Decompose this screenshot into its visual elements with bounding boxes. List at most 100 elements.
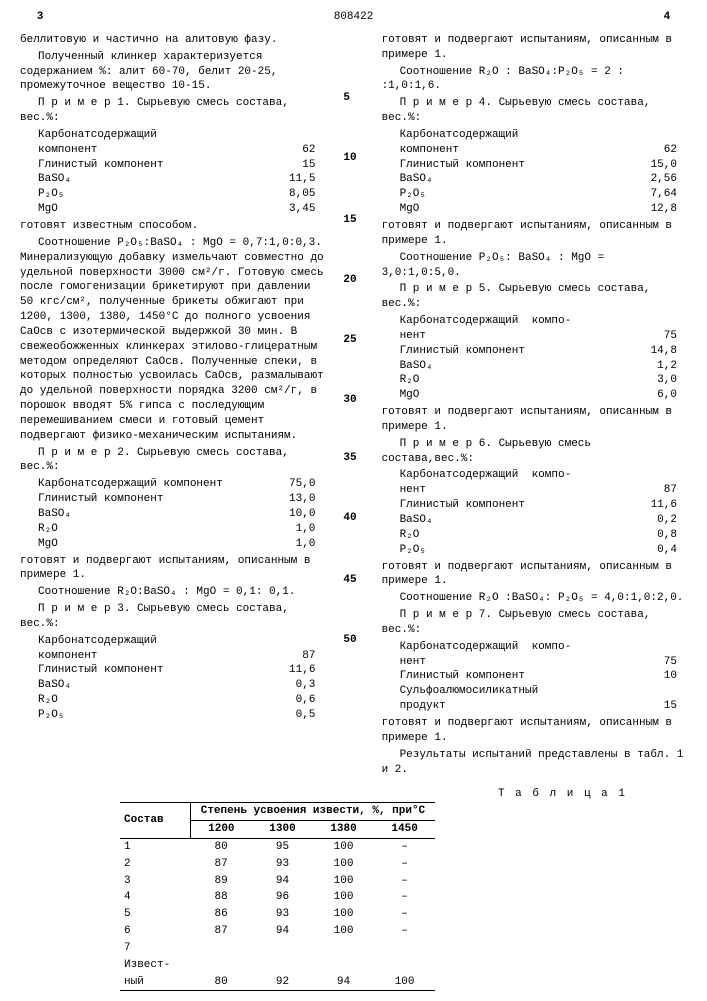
table-cell: 96 [252,889,313,906]
table-cell: – [374,873,435,890]
line-number: 50 [343,633,356,648]
line-number: 35 [343,451,356,466]
table-cell: – [374,838,435,855]
comp-label: R₂O [38,693,58,708]
comp-row: Карбонатсодержащий [400,128,687,143]
comp-label: Глинистый компонент [400,344,525,359]
comp-label: компонент [38,143,97,158]
comp-label: Глинистый компонент [400,669,525,684]
comp-value: 11,5 [275,172,315,187]
example-title: П р и м е р 7. Сырьевую смесь состава, в… [382,608,687,638]
table-cell [252,940,313,957]
paragraph: готовят и подвергают испытаниям, описанн… [382,405,687,435]
comp-row: BaSO₄ 11,5 [38,172,325,187]
table-cell: 5 [120,906,190,923]
comp-label: R₂O [400,373,420,388]
comp-value [637,128,677,143]
comp-row: MgO3,45 [38,202,325,217]
paragraph: готовят и подвергают испытаниям, описанн… [382,219,687,249]
comp-label: MgO [38,202,58,217]
comp-value: 0,6 [275,693,315,708]
line-number-gutter: 5 10 15 20 25 30 35 40 45 50 [343,33,363,780]
comp-value [275,128,315,143]
comp-value: 1,0 [275,522,315,537]
comp-value: 15 [275,158,315,173]
comp-row: Карбонатсодержащий компонент75,0 [38,477,325,492]
table-cell: 100 [313,906,374,923]
comp-label: BaSO₄ [38,172,71,187]
comp-label: Глинистый компонент [38,158,163,173]
comp-value: 2,56 [637,172,677,187]
comp-label: нент [400,483,426,498]
table-1: Состав Степень усвоения извести, %, при°… [120,802,435,991]
table-cell: Извест- [120,957,190,974]
comp-value: 75 [637,329,677,344]
comp-value: 3,0 [637,373,677,388]
comp-value [637,684,677,699]
comp-value: 62 [637,143,677,158]
comp-row: BaSO₄0,3 [38,678,325,693]
line-number: 45 [343,573,356,588]
table-cell: 94 [252,873,313,890]
comp-row: MgO 12,8 [400,202,687,217]
comp-row: Карбонатсодержащий компо- [400,314,687,329]
comp-row: Карбонатсодержащий компо- [400,640,687,655]
table-header-cell: 1200 [190,821,252,839]
composition-list: Карбонатсодержащий компонент75,0 Глинист… [38,477,325,551]
comp-value: 0,5 [275,708,315,723]
table-cell: 86 [190,906,252,923]
comp-value: 12,8 [637,202,677,217]
table-header-cell: 1380 [313,821,374,839]
doc-number: 808422 [334,10,374,25]
right-column: готовят и подвергают испытаниям, описанн… [382,33,687,780]
comp-value: 8,05 [275,187,315,202]
comp-label: BaSO₄ [400,513,433,528]
table-cell: 93 [252,856,313,873]
table-cell: 88 [190,889,252,906]
comp-row: Глинистый компонент11,6 [38,663,325,678]
comp-value: 87 [275,649,315,664]
page-header: 3 808422 4 [20,10,687,25]
table-header-row: Состав Степень усвоения извести, %, при°… [120,803,435,821]
comp-value [637,314,677,329]
comp-label: P₂O₅ [38,708,64,723]
example-title: П р и м е р 3. Сырьевую смесь состава, в… [20,602,325,632]
paragraph: Соотношение R₂O : BaSO₄:P₂O₅ = 2 : :1,0:… [382,65,687,95]
table-row: 68794100– [120,923,435,940]
table-cell: 6 [120,923,190,940]
table-cell: 100 [374,974,435,991]
paragraph: Результаты испытаний представлены в табл… [382,748,687,778]
comp-label: Карбонатсодержащий компо- [400,468,572,483]
table-cell: 80 [190,838,252,855]
comp-row: R₂O 3,0 [400,373,687,388]
comp-label: P₂O₅ [400,187,426,202]
comp-row: продукт15 [400,699,687,714]
table-cell: 89 [190,873,252,890]
table-row: 28793100– [120,856,435,873]
comp-row: MgO6,0 [400,388,687,403]
comp-row: P₂O₅7,64 [400,187,687,202]
table-1-container: Т а б л и ц а 1 Состав Степень усвоения … [120,787,687,991]
table-row: 58693100– [120,906,435,923]
table-cell: – [374,889,435,906]
comp-label: MgO [400,202,420,217]
comp-label: Карбонатсодержащий компонент [38,477,223,492]
paragraph: Полученный клинкер характеризуется содер… [20,50,325,95]
comp-value: 1,0 [275,537,315,552]
comp-value: 10 [637,669,677,684]
comp-value: 11,6 [275,663,315,678]
table-row: Извест- [120,957,435,974]
comp-value: 10,0 [275,507,315,522]
comp-row: Сульфоалюмосиликатный [400,684,687,699]
comp-label: Карбонатсодержащий [38,128,157,143]
table-cell: 94 [252,923,313,940]
comp-label: Глинистый компонент [400,498,525,513]
table-cell: 93 [252,906,313,923]
table-cell [252,957,313,974]
comp-row: Карбонатсодержащий компо- [400,468,687,483]
line-number: 10 [343,151,356,166]
comp-label: Карбонатсодержащий [400,128,519,143]
table-cell: 7 [120,940,190,957]
line-number: 25 [343,333,356,348]
comp-row: P₂O₅8,05 [38,187,325,202]
